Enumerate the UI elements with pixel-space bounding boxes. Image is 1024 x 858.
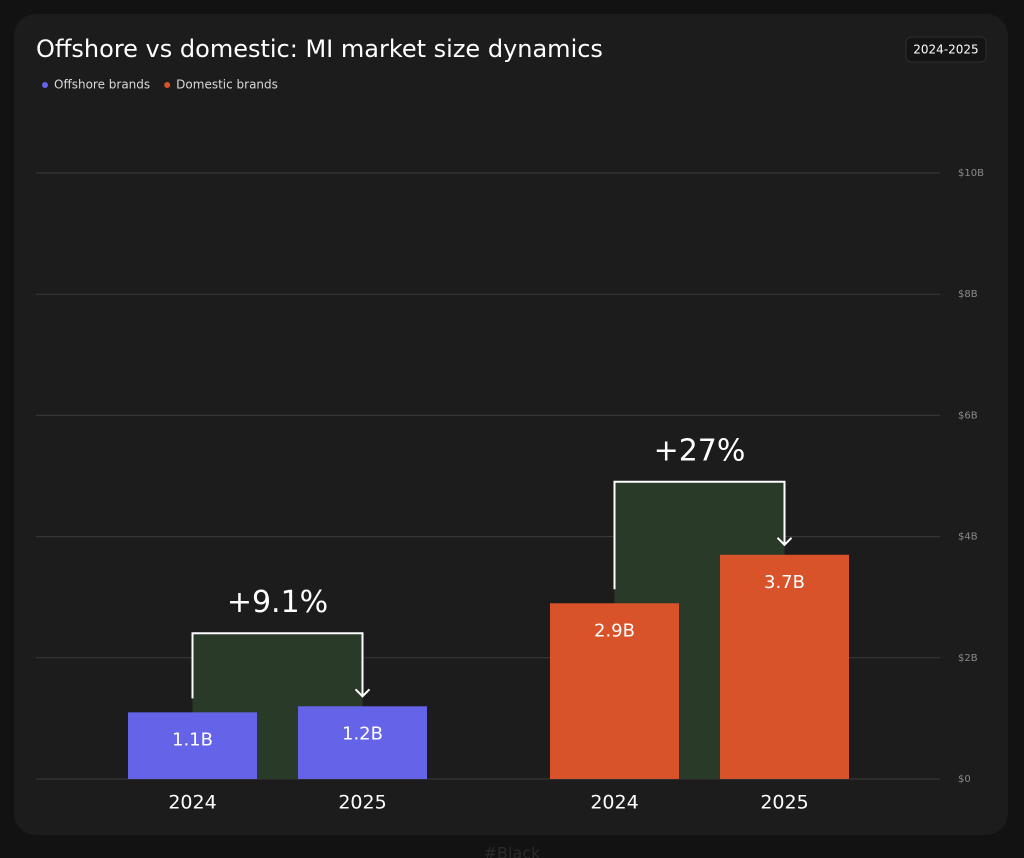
chart-title: Offshore vs domestic: MI market size dyn… bbox=[36, 35, 603, 63]
period-badge[interactable] bbox=[905, 36, 987, 63]
watermark: #Black bbox=[484, 844, 541, 858]
growth-bracket bbox=[191, 632, 364, 699]
x-tick-label: 2024 bbox=[590, 792, 638, 814]
y-tick-label: $8B bbox=[958, 289, 978, 300]
bar bbox=[128, 712, 257, 779]
value-label: 3.7B bbox=[764, 572, 805, 593]
x-tick-label: 2024 bbox=[168, 792, 216, 814]
bar bbox=[550, 603, 679, 779]
legend-label: Domestic brands bbox=[176, 78, 278, 92]
x-tick-label: 2025 bbox=[338, 792, 386, 814]
value-label: 1.2B bbox=[342, 723, 383, 744]
y-tick-label: $10B bbox=[958, 168, 984, 179]
y-tick-label: $2B bbox=[958, 653, 978, 664]
card bbox=[14, 14, 1008, 835]
bar bbox=[720, 554, 849, 779]
value-label: 1.1B bbox=[172, 729, 213, 750]
growth-label: +9.1% bbox=[227, 585, 328, 620]
y-tick-label: $6B bbox=[958, 410, 978, 421]
growth-arrowhead bbox=[354, 688, 371, 698]
legend-swatch bbox=[42, 82, 48, 88]
y-tick-label: $4B bbox=[958, 532, 978, 543]
bar bbox=[298, 706, 427, 779]
x-tick-label: 2025 bbox=[760, 792, 808, 814]
value-label: 2.9B bbox=[594, 620, 635, 641]
period-label[interactable]: 2024-2025 bbox=[913, 43, 978, 57]
growth-bracket bbox=[613, 480, 786, 590]
legend-label: Offshore brands bbox=[54, 78, 150, 92]
growth-arrowhead bbox=[776, 537, 793, 547]
y-tick-label: $0 bbox=[958, 774, 971, 785]
growth-label: +27% bbox=[654, 433, 746, 468]
legend-swatch bbox=[164, 82, 171, 88]
